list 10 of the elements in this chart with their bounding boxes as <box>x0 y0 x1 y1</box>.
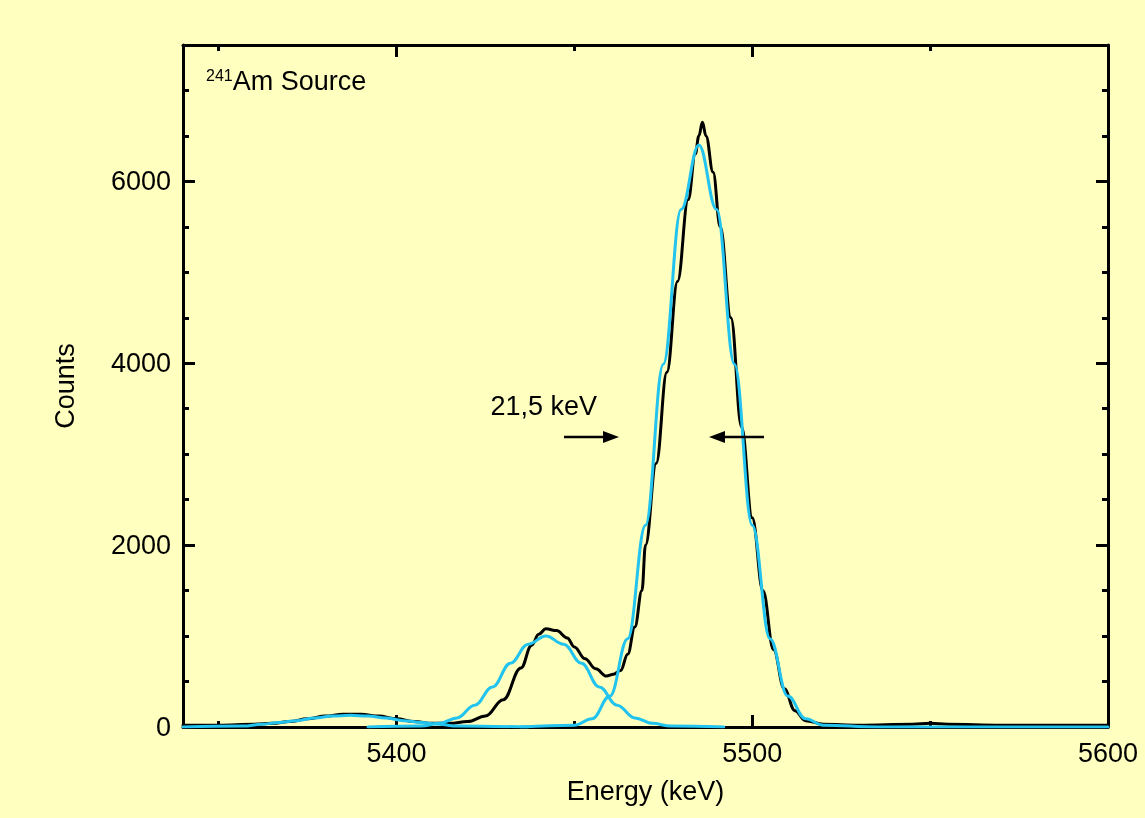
y-tick-label: 0 <box>155 712 171 742</box>
y-tick-label: 4000 <box>110 348 171 379</box>
x-tick-label: 5400 <box>366 737 427 768</box>
x-tick-label: 5500 <box>722 737 783 768</box>
annotation: 21,5 keV <box>490 390 598 422</box>
y-tick-label: 6000 <box>110 166 171 197</box>
x-tick-label: 5600 <box>1077 737 1139 768</box>
y-tick-label: 2000 <box>110 530 171 561</box>
x-axis-title: Energy (keV) <box>566 775 725 806</box>
y-axis-title: Counts <box>49 343 80 429</box>
